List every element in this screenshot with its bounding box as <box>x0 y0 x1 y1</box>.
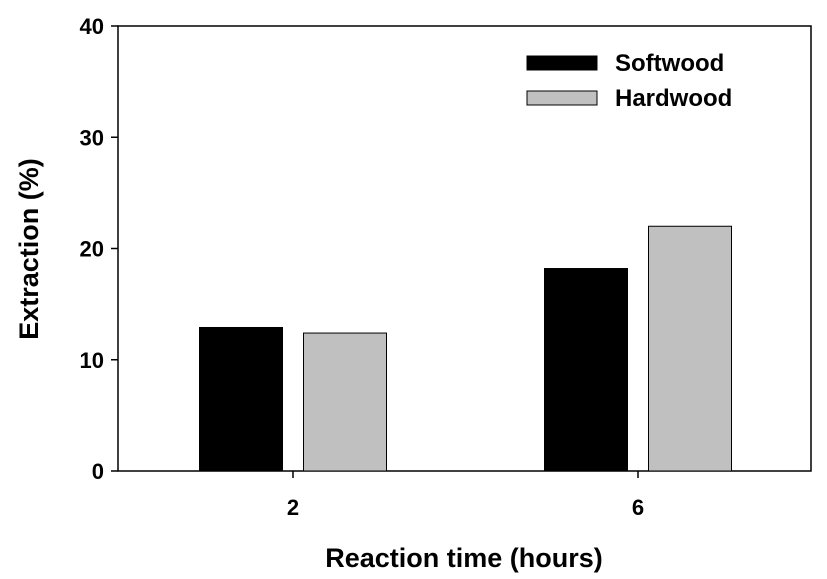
y-axis: 0 10 20 30 40 <box>80 14 118 484</box>
bar-softwood-2 <box>199 326 283 472</box>
legend-swatch-softwood <box>526 55 598 71</box>
x-tick-label: 2 <box>287 495 299 520</box>
bar-softwood-6 <box>544 268 628 472</box>
bar-hardwood-6 <box>648 225 732 472</box>
y-tick-label: 20 <box>80 237 104 262</box>
legend-label-softwood: Softwood <box>615 50 724 77</box>
legend-swatch-hardwood <box>526 90 598 106</box>
y-axis-title: Extraction (%) <box>14 158 44 340</box>
bar-hardwood-2 <box>303 332 387 472</box>
y-tick-label: 0 <box>92 459 104 484</box>
x-axis-title: Reaction time (hours) <box>325 543 603 573</box>
y-tick-label: 30 <box>80 125 104 150</box>
y-tick-label: 10 <box>80 348 104 373</box>
bars-group <box>199 225 732 472</box>
y-tick-label: 40 <box>80 14 104 39</box>
legend: Softwood Hardwood <box>526 50 732 112</box>
x-tick-label: 6 <box>632 495 644 520</box>
legend-label-hardwood: Hardwood <box>615 85 732 112</box>
